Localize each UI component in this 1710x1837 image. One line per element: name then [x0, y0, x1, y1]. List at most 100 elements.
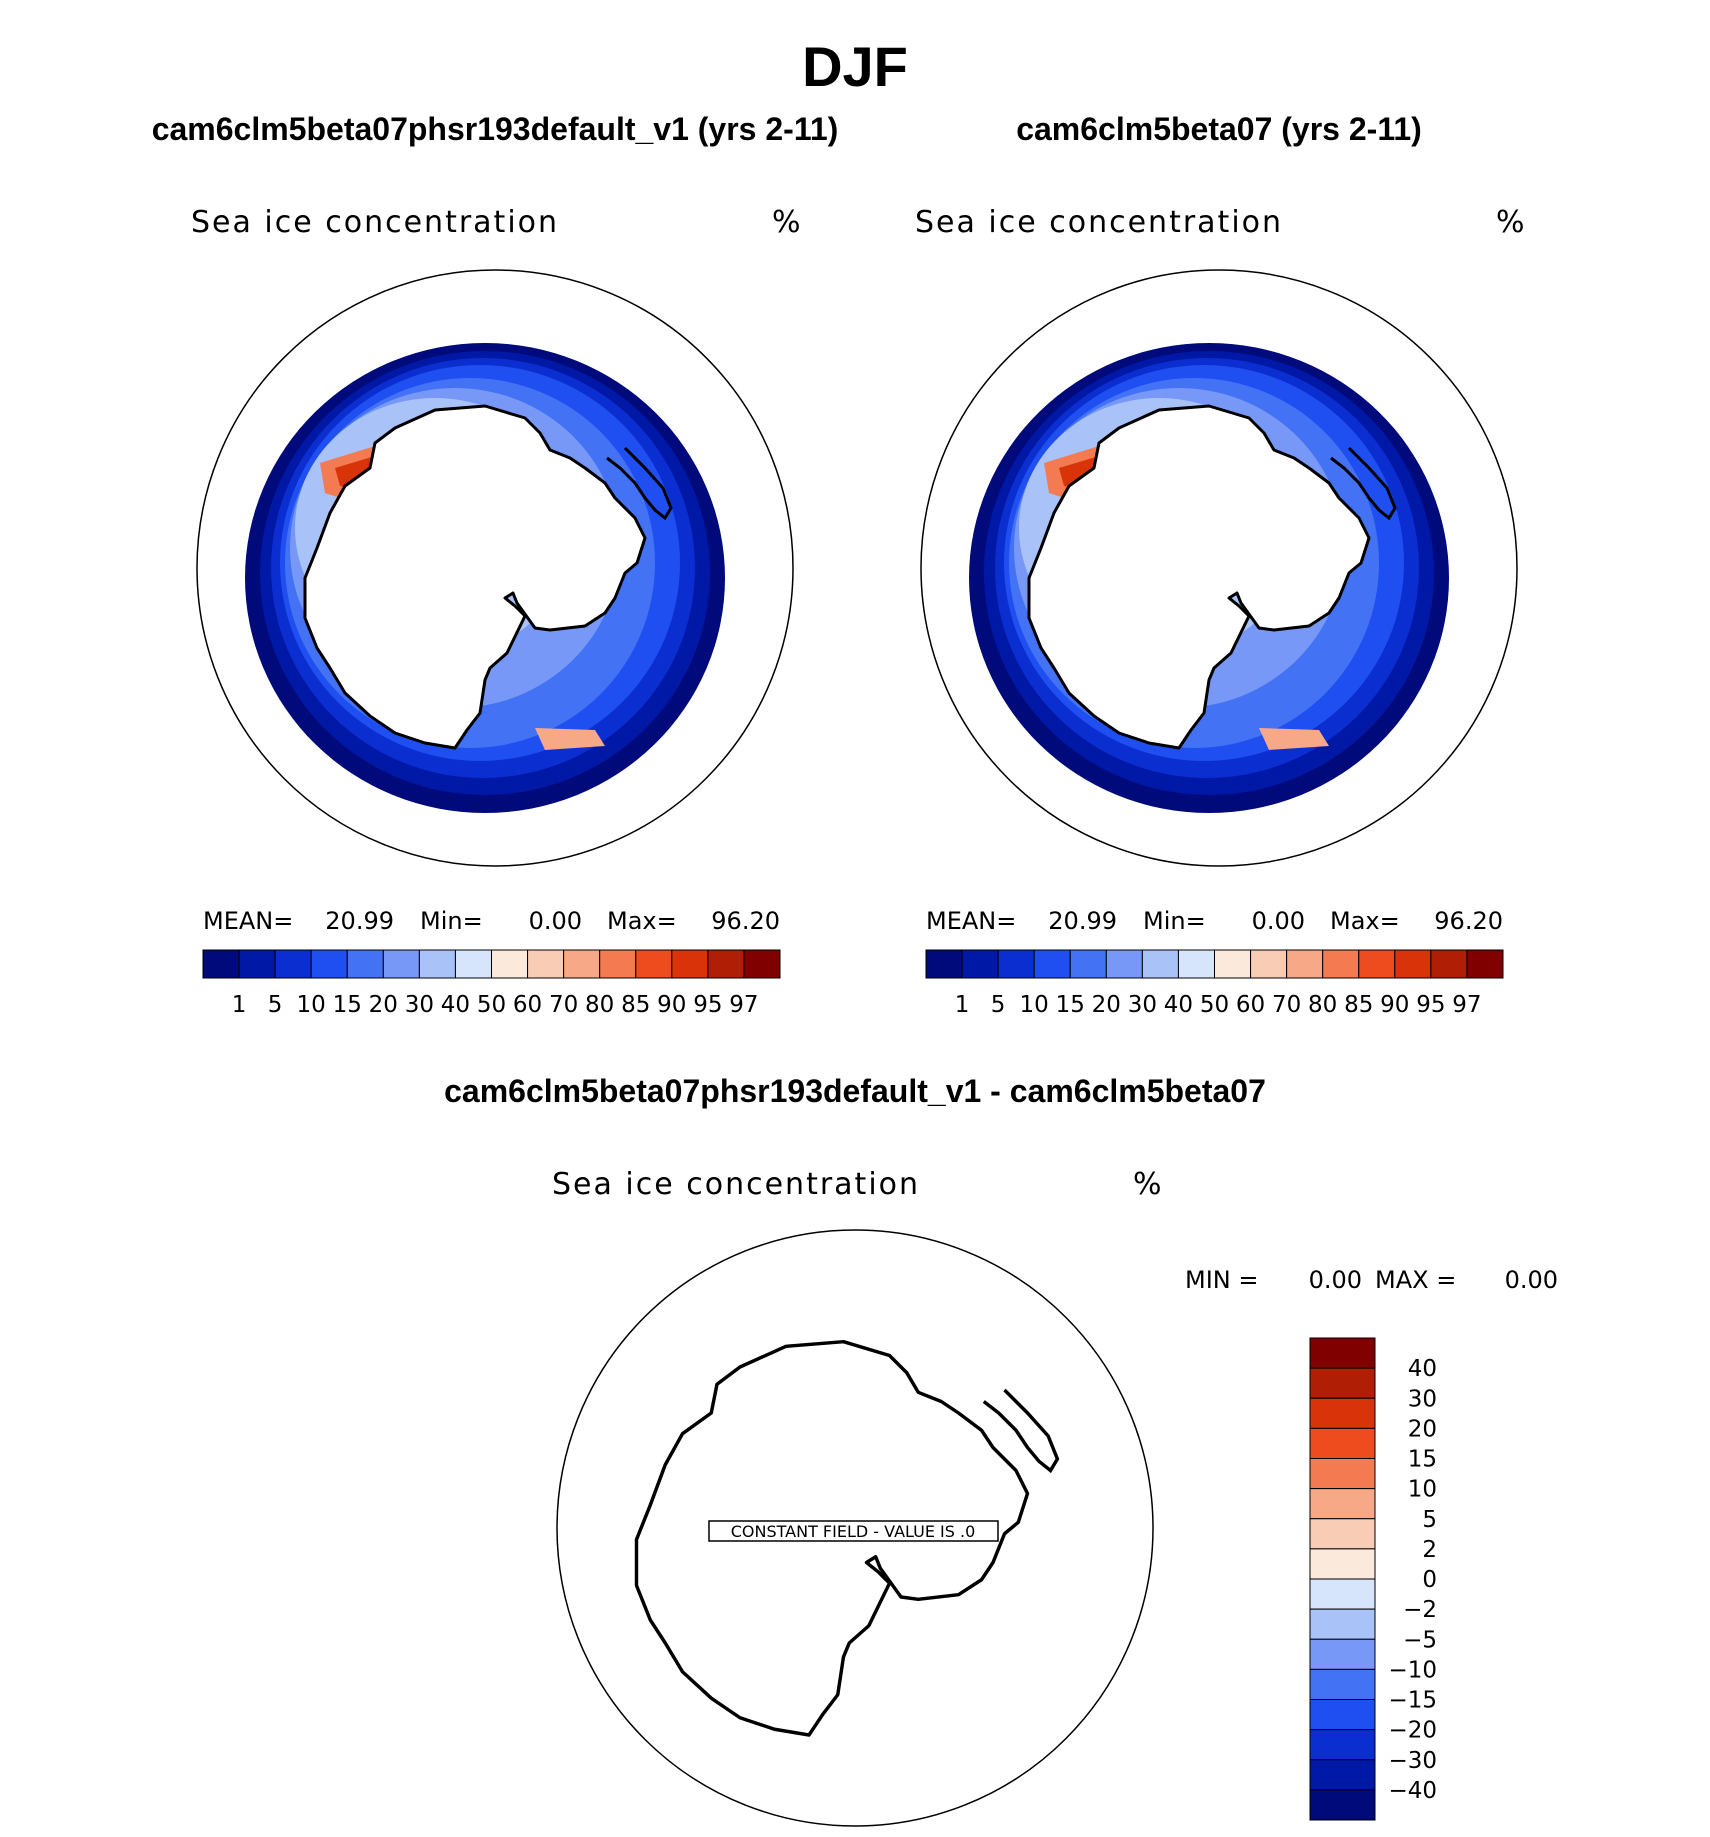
- colorbar-swatch: [743, 949, 781, 979]
- colorbar-tick-label: 0: [1422, 1567, 1437, 1593]
- colorbar-tick-label: 50: [477, 992, 506, 1018]
- colorbar-swatch: [346, 949, 384, 979]
- colorbar-swatch: [1069, 949, 1107, 979]
- left-max-value: 96.20: [711, 907, 780, 935]
- colorbar-swatch: [1309, 1488, 1376, 1520]
- left-max-label: Max=: [607, 907, 677, 935]
- difference-min-label: MIN =: [1185, 1266, 1258, 1294]
- right-panel-title: cam6clm5beta07 (yrs 2-11): [1016, 111, 1422, 147]
- left-colorbar: 1 5 10 15 20 30 40 50 60 70 80 85 90 95 97: [202, 949, 781, 1018]
- colorbar-tick-label: −10: [1388, 1657, 1437, 1683]
- colorbar-tick-label: 97: [1452, 992, 1481, 1018]
- right-max-value: 96.20: [1434, 907, 1503, 935]
- colorbar-swatch: [1177, 949, 1215, 979]
- left-mean-value: 20.99: [325, 907, 394, 935]
- colorbar-swatch: [1105, 949, 1143, 979]
- right-mean-label: MEAN=: [926, 907, 1016, 935]
- colorbar-tick-label: 30: [405, 992, 434, 1018]
- colorbar-swatch: [491, 949, 529, 979]
- colorbar-tick-label: 5: [991, 992, 1006, 1018]
- colorbar-swatch: [454, 949, 492, 979]
- constant-field-box: [708, 1520, 999, 1542]
- left-map-boundary: [196, 269, 794, 867]
- left-min-label: Min=: [420, 907, 483, 935]
- difference-map: CONSTANT FIELD - VALUE IS .0: [556, 1229, 1154, 1827]
- colorbar-tick-label: 95: [693, 992, 722, 1018]
- right-map-boundary: [920, 269, 1518, 867]
- colorbar-swatch: [671, 949, 709, 979]
- difference-variable-label: Sea ice concentration: [552, 1167, 920, 1202]
- colorbar-swatch: [1309, 1668, 1376, 1700]
- colorbar-swatch: [925, 949, 963, 979]
- colorbar-swatch: [635, 949, 673, 979]
- colorbar-tick-label: 1: [232, 992, 247, 1018]
- colorbar-swatch: [961, 949, 999, 979]
- colorbar-swatch: [1309, 1397, 1376, 1429]
- colorbar-swatch: [1466, 949, 1504, 979]
- colorbar-tick-label: 85: [1344, 992, 1373, 1018]
- colorbar-tick-label: 15: [1056, 992, 1085, 1018]
- colorbar-tick-label: 50: [1200, 992, 1229, 1018]
- right-min-label: Min=: [1143, 907, 1206, 935]
- colorbar-swatch: [1309, 1699, 1376, 1731]
- difference-units-label: %: [1133, 1167, 1164, 1202]
- colorbar-tick-label: −20: [1388, 1718, 1437, 1744]
- colorbar-tick-label: 60: [513, 992, 542, 1018]
- colorbar-swatch: [563, 949, 601, 979]
- colorbar-tick-label: −40: [1388, 1778, 1437, 1804]
- colorbar-swatch: [527, 949, 565, 979]
- colorbar-tick-label: 10: [1408, 1477, 1437, 1503]
- left-mean-label: MEAN=: [203, 907, 293, 935]
- right-min-value: 0.00: [1252, 907, 1305, 935]
- colorbar-swatch: [274, 949, 312, 979]
- figure-title: DJF: [802, 35, 908, 98]
- difference-min-value: 0.00: [1309, 1266, 1362, 1294]
- colorbar-tick-label: 5: [268, 992, 283, 1018]
- colorbar-tick-label: 40: [441, 992, 470, 1018]
- ice-east-pocket: [1259, 728, 1329, 750]
- colorbar-swatch: [1286, 949, 1324, 979]
- colorbar-tick-label: 10: [297, 992, 326, 1018]
- left-units-label: %: [772, 205, 803, 240]
- colorbar-tick-label: 20: [1408, 1416, 1437, 1442]
- right-max-label: Max=: [1330, 907, 1400, 935]
- colorbar-tick-label: 2: [1422, 1537, 1437, 1563]
- colorbar-tick-label: 60: [1236, 992, 1265, 1018]
- difference-title: cam6clm5beta07phsr193default_v1 - cam6cl…: [444, 1073, 1266, 1109]
- colorbar-swatch: [1214, 949, 1252, 979]
- colorbar-tick-label: 70: [1272, 992, 1301, 1018]
- colorbar-tick-label: 80: [585, 992, 614, 1018]
- colorbar-swatch: [1309, 1518, 1376, 1550]
- right-variable-label: Sea ice concentration: [915, 205, 1283, 240]
- colorbar-tick-label: 15: [1408, 1447, 1437, 1473]
- colorbar-swatch: [202, 949, 240, 979]
- colorbar-swatch: [997, 949, 1035, 979]
- colorbar-tick-label: 10: [1020, 992, 1049, 1018]
- colorbar-swatch: [1430, 949, 1468, 979]
- colorbar-tick-label: 97: [729, 992, 758, 1018]
- left-panel-title: cam6clm5beta07phsr193default_v1 (yrs 2-1…: [152, 111, 839, 147]
- colorbar-swatch: [1394, 949, 1432, 979]
- colorbar-swatch: [1309, 1789, 1376, 1821]
- colorbar-swatch: [1309, 1578, 1376, 1610]
- colorbar-tick-label: 90: [657, 992, 686, 1018]
- difference-max-value: 0.00: [1505, 1266, 1558, 1294]
- colorbar-tick-label: −30: [1388, 1748, 1437, 1774]
- colorbar-swatch: [1309, 1759, 1376, 1791]
- colorbar-tick-label: 80: [1308, 992, 1337, 1018]
- constant-field-label: CONSTANT FIELD - VALUE IS .0: [731, 1522, 976, 1541]
- colorbar-tick-label: 40: [1164, 992, 1193, 1018]
- colorbar-tick-label: 15: [333, 992, 362, 1018]
- colorbar-tick-label: 40: [1408, 1356, 1437, 1382]
- colorbar-swatch: [382, 949, 420, 979]
- colorbar-swatch: [1358, 949, 1396, 979]
- colorbar-swatch: [599, 949, 637, 979]
- colorbar-tick-label: 1: [955, 992, 970, 1018]
- left-min-value: 0.00: [529, 907, 582, 935]
- colorbar-swatch: [1033, 949, 1071, 979]
- colorbar-tick-label: 70: [549, 992, 578, 1018]
- left-variable-label: Sea ice concentration: [191, 205, 559, 240]
- right-mean-value: 20.99: [1048, 907, 1117, 935]
